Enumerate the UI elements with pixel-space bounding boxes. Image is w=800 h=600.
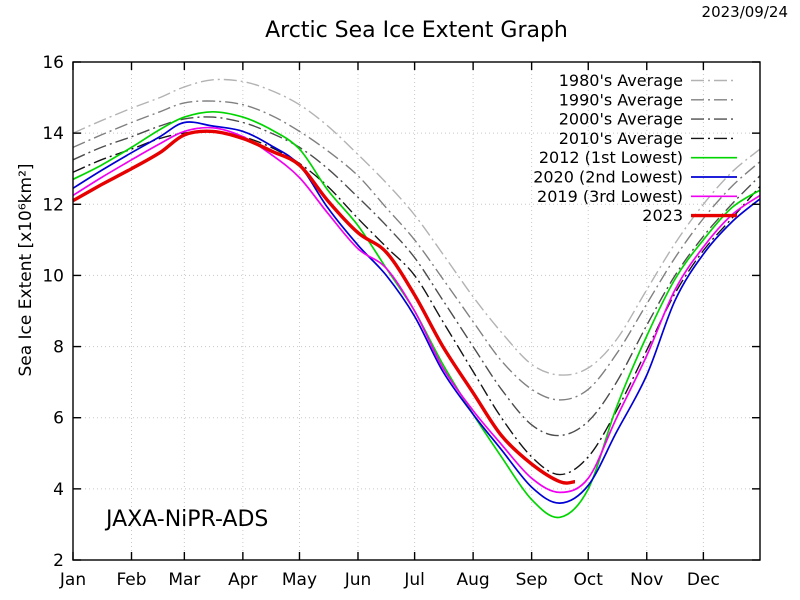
- y-tick-label-12: 12: [42, 195, 64, 215]
- date-annotation: 2023/09/24: [701, 3, 788, 21]
- legend-label-1990-s-average: 1990's Average: [559, 90, 683, 109]
- series-line-2019-3rd-lowest: [72, 126, 761, 494]
- x-tick-label-mar: Mar: [168, 570, 200, 590]
- jaxa-nipr-ads-watermark: JAXA-NiPR-ADS: [106, 507, 269, 532]
- x-tick-label-jan: Jan: [59, 570, 86, 590]
- legend-label-2020-2nd-lowest: 2020 (2nd Lowest): [533, 168, 683, 187]
- y-tick-label-4: 4: [53, 480, 64, 500]
- x-tick-label-may: May: [282, 570, 317, 590]
- series-line-2023: [72, 129, 576, 485]
- plot-border: [72, 61, 761, 561]
- y-tick-label-2: 2: [53, 551, 64, 571]
- x-tick-label-jun: Jun: [344, 570, 372, 590]
- legend-label-2000-s-average: 2000's Average: [559, 110, 683, 129]
- y-tick-label-14: 14: [42, 124, 64, 144]
- x-tick-label-oct: Oct: [574, 570, 604, 590]
- series-line-2020-2nd-lowest: [72, 121, 761, 504]
- x-tick-label-aug: Aug: [457, 570, 490, 590]
- y-tick-label-8: 8: [53, 338, 64, 358]
- x-tick-label-nov: Nov: [630, 570, 663, 590]
- series-line-2000-s-average: [72, 116, 761, 437]
- x-tick-label-apr: Apr: [228, 570, 257, 590]
- legend-label-2019-3rd-lowest: 2019 (3rd Lowest): [537, 187, 683, 206]
- series-line-1980-s-average: [72, 78, 761, 376]
- x-tick-label-feb: Feb: [116, 570, 146, 590]
- legend-label-2012-1st-lowest: 2012 (1st Lowest): [539, 148, 683, 167]
- y-tick-label-16: 16: [42, 53, 64, 73]
- x-tick-label-jul: Jul: [403, 570, 425, 590]
- legend-label-1980-s-average: 1980's Average: [559, 71, 683, 90]
- chart-title: Arctic Sea Ice Extent Graph: [265, 18, 568, 43]
- y-tick-label-6: 6: [53, 409, 64, 429]
- y-tick-label-10: 10: [42, 266, 64, 286]
- legend-label-2023: 2023: [642, 206, 683, 225]
- x-tick-label-dec: Dec: [687, 570, 720, 590]
- y-axis-label: Sea Ice Extent [x10⁶km²]: [16, 163, 36, 377]
- legend-label-2010-s-average: 2010's Average: [559, 129, 683, 148]
- series-line-1990-s-average: [72, 100, 761, 401]
- x-tick-label-sep: Sep: [516, 570, 548, 590]
